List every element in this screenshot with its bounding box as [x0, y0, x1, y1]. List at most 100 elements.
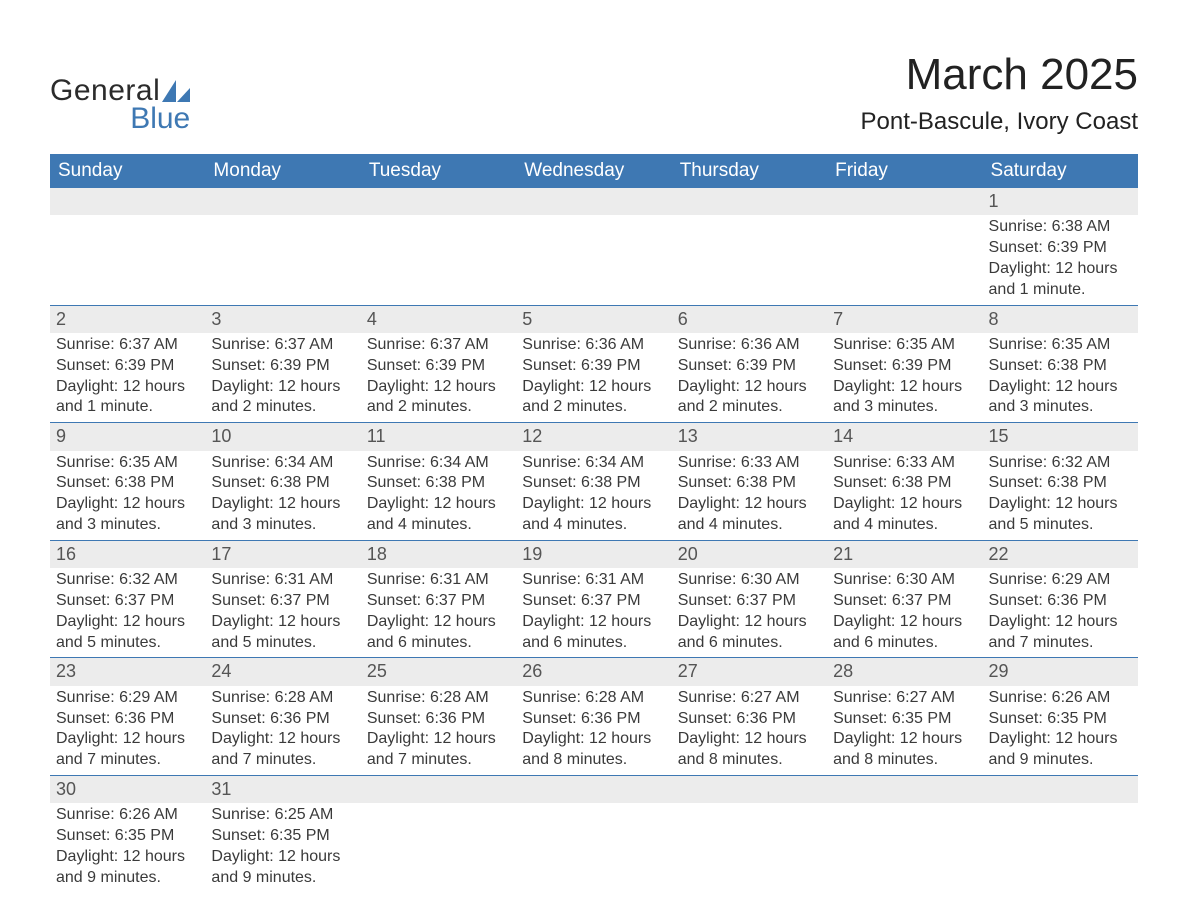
- day-sunrise: Sunrise: 6:33 AM: [678, 453, 821, 474]
- day-number: 5: [516, 306, 671, 333]
- day-cell-number: 3: [205, 305, 360, 333]
- week-body-row: Sunrise: 6:37 AMSunset: 6:39 PMDaylight:…: [50, 333, 1138, 423]
- day-cell-body: [827, 215, 982, 305]
- day-number: 12: [516, 423, 671, 450]
- day-number: 2: [50, 306, 205, 333]
- day-header: Friday: [827, 154, 982, 188]
- day-cell-number: 11: [361, 423, 516, 451]
- day-daylight: Daylight: 12 hours and 8 minutes.: [678, 729, 821, 771]
- day-number: 11: [361, 423, 516, 450]
- logo-sail-icon: [162, 80, 190, 102]
- day-cell-number: [516, 188, 671, 215]
- day-number: 18: [361, 541, 516, 568]
- logo: General Blue: [50, 50, 190, 136]
- day-number: 27: [672, 658, 827, 685]
- day-daylight: Daylight: 12 hours and 6 minutes.: [367, 612, 510, 654]
- day-daylight: Daylight: 12 hours and 3 minutes.: [989, 377, 1132, 419]
- week-daynum-row: 16171819202122: [50, 540, 1138, 568]
- week-body-row: Sunrise: 6:35 AMSunset: 6:38 PMDaylight:…: [50, 451, 1138, 541]
- day-cell-body: Sunrise: 6:34 AMSunset: 6:38 PMDaylight:…: [516, 451, 671, 541]
- day-number: 26: [516, 658, 671, 685]
- day-sunrise: Sunrise: 6:29 AM: [56, 688, 199, 709]
- day-cell-number: 23: [50, 658, 205, 686]
- day-sunset: Sunset: 6:36 PM: [522, 709, 665, 730]
- day-number: 25: [361, 658, 516, 685]
- day-number: 17: [205, 541, 360, 568]
- day-sunrise: Sunrise: 6:28 AM: [367, 688, 510, 709]
- day-sunset: Sunset: 6:36 PM: [56, 709, 199, 730]
- day-cell-body: Sunrise: 6:34 AMSunset: 6:38 PMDaylight:…: [205, 451, 360, 541]
- logo-text-blue: Blue: [130, 102, 190, 136]
- day-daylight: Daylight: 12 hours and 7 minutes.: [211, 729, 354, 771]
- day-cell-body: Sunrise: 6:30 AMSunset: 6:37 PMDaylight:…: [672, 568, 827, 658]
- day-cell-number: 31: [205, 775, 360, 803]
- week-body-row: Sunrise: 6:26 AMSunset: 6:35 PMDaylight:…: [50, 803, 1138, 892]
- day-sunrise: Sunrise: 6:28 AM: [211, 688, 354, 709]
- day-number: 13: [672, 423, 827, 450]
- day-cell-body: [672, 215, 827, 305]
- day-number: 9: [50, 423, 205, 450]
- day-cell-body: Sunrise: 6:33 AMSunset: 6:38 PMDaylight:…: [827, 451, 982, 541]
- day-cell-number: 19: [516, 540, 671, 568]
- day-sunrise: Sunrise: 6:34 AM: [211, 453, 354, 474]
- day-sunrise: Sunrise: 6:32 AM: [989, 453, 1132, 474]
- page-header: General Blue March 2025 Pont-Bascule, Iv…: [50, 50, 1138, 136]
- day-sunset: Sunset: 6:35 PM: [989, 709, 1132, 730]
- day-daylight: Daylight: 12 hours and 4 minutes.: [678, 494, 821, 536]
- day-cell-body: Sunrise: 6:37 AMSunset: 6:39 PMDaylight:…: [205, 333, 360, 423]
- day-number: 19: [516, 541, 671, 568]
- day-sunset: Sunset: 6:39 PM: [989, 238, 1132, 259]
- day-cell-body: Sunrise: 6:34 AMSunset: 6:38 PMDaylight:…: [361, 451, 516, 541]
- day-sunset: Sunset: 6:39 PM: [522, 356, 665, 377]
- day-sunset: Sunset: 6:39 PM: [678, 356, 821, 377]
- day-number: 6: [672, 306, 827, 333]
- day-cell-number: 14: [827, 423, 982, 451]
- day-daylight: Daylight: 12 hours and 5 minutes.: [56, 612, 199, 654]
- day-cell-number: [827, 188, 982, 215]
- day-header: Saturday: [983, 154, 1138, 188]
- day-sunrise: Sunrise: 6:26 AM: [56, 805, 199, 826]
- day-sunrise: Sunrise: 6:26 AM: [989, 688, 1132, 709]
- day-header: Sunday: [50, 154, 205, 188]
- week-daynum-row: 2345678: [50, 305, 1138, 333]
- day-daylight: Daylight: 12 hours and 1 minute.: [989, 259, 1132, 301]
- day-cell-number: 26: [516, 658, 671, 686]
- day-sunrise: Sunrise: 6:35 AM: [56, 453, 199, 474]
- day-sunset: Sunset: 6:36 PM: [211, 709, 354, 730]
- day-number: 29: [983, 658, 1138, 685]
- day-sunrise: Sunrise: 6:28 AM: [522, 688, 665, 709]
- day-sunset: Sunset: 6:37 PM: [833, 591, 976, 612]
- day-cell-number: 12: [516, 423, 671, 451]
- day-cell-body: [827, 803, 982, 892]
- day-number: 15: [983, 423, 1138, 450]
- day-header: Thursday: [672, 154, 827, 188]
- day-sunrise: Sunrise: 6:36 AM: [522, 335, 665, 356]
- day-sunrise: Sunrise: 6:34 AM: [367, 453, 510, 474]
- day-cell-body: Sunrise: 6:32 AMSunset: 6:38 PMDaylight:…: [983, 451, 1138, 541]
- day-daylight: Daylight: 12 hours and 4 minutes.: [367, 494, 510, 536]
- day-daylight: Daylight: 12 hours and 6 minutes.: [678, 612, 821, 654]
- day-cell-body: Sunrise: 6:26 AMSunset: 6:35 PMDaylight:…: [983, 686, 1138, 776]
- day-cell-number: [361, 188, 516, 215]
- day-cell-body: [672, 803, 827, 892]
- day-sunset: Sunset: 6:38 PM: [678, 473, 821, 494]
- week-body-row: Sunrise: 6:38 AMSunset: 6:39 PMDaylight:…: [50, 215, 1138, 305]
- day-cell-body: Sunrise: 6:25 AMSunset: 6:35 PMDaylight:…: [205, 803, 360, 892]
- day-sunset: Sunset: 6:38 PM: [989, 356, 1132, 377]
- day-cell-number: 25: [361, 658, 516, 686]
- day-sunset: Sunset: 6:37 PM: [678, 591, 821, 612]
- day-cell-number: [983, 775, 1138, 803]
- week-body-row: Sunrise: 6:29 AMSunset: 6:36 PMDaylight:…: [50, 686, 1138, 776]
- day-cell-body: [516, 803, 671, 892]
- day-cell-number: 6: [672, 305, 827, 333]
- day-daylight: Daylight: 12 hours and 7 minutes.: [989, 612, 1132, 654]
- day-cell-body: Sunrise: 6:35 AMSunset: 6:39 PMDaylight:…: [827, 333, 982, 423]
- day-sunset: Sunset: 6:39 PM: [367, 356, 510, 377]
- day-sunrise: Sunrise: 6:27 AM: [833, 688, 976, 709]
- day-cell-body: Sunrise: 6:36 AMSunset: 6:39 PMDaylight:…: [672, 333, 827, 423]
- day-sunrise: Sunrise: 6:30 AM: [833, 570, 976, 591]
- day-number: 7: [827, 306, 982, 333]
- day-header: Wednesday: [516, 154, 671, 188]
- day-number: 22: [983, 541, 1138, 568]
- day-daylight: Daylight: 12 hours and 7 minutes.: [367, 729, 510, 771]
